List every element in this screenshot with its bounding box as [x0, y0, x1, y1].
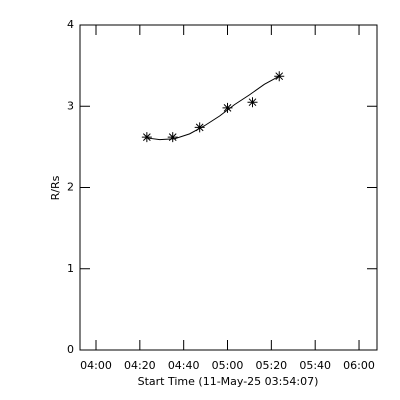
data-point: [141, 132, 152, 143]
data-point: [247, 97, 258, 108]
x-tick-label: 04:00: [80, 359, 112, 372]
y-tick-label: 4: [67, 18, 74, 31]
y-tick-label: 1: [67, 262, 74, 275]
data-point: [222, 102, 233, 113]
y-tick-label: 3: [67, 99, 74, 112]
data-point: [167, 132, 178, 143]
x-tick-label: 04:20: [124, 359, 156, 372]
data-point: [274, 71, 285, 82]
x-axis-label: Start Time (11-May-25 03:54:07): [138, 375, 319, 388]
x-tick-label: 05:20: [255, 359, 287, 372]
x-tick-label: 04:40: [168, 359, 200, 372]
y-tick-label: 0: [67, 343, 74, 356]
fit-line: [146, 75, 280, 141]
x-tick-label: 06:00: [343, 359, 375, 372]
x-tick-label: 05:00: [212, 359, 244, 372]
data-point: [194, 122, 205, 133]
x-tick-label: 05:40: [299, 359, 331, 372]
y-axis-label: R/Rs: [49, 175, 62, 200]
y-tick-label: 2: [67, 181, 74, 194]
